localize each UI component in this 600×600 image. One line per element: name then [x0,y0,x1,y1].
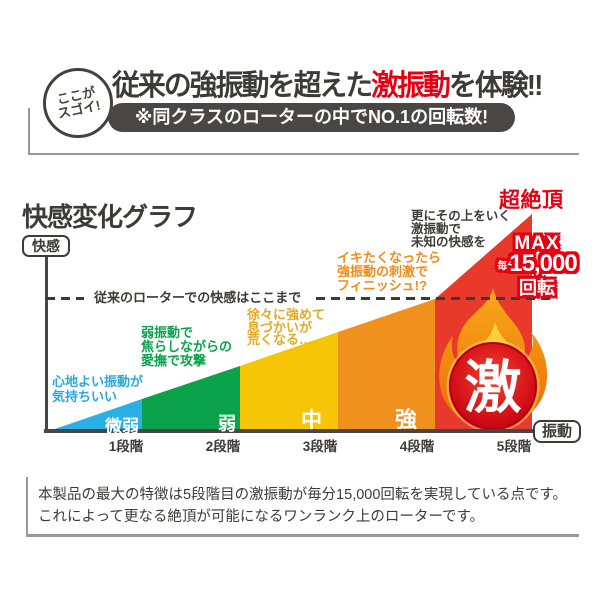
band-label-level1: 微弱 [105,417,139,436]
band-level1 [46,399,142,432]
annotation-level5: 更にその上をいく 激振動で 未知の快感を [411,209,511,249]
band-level4 [338,299,435,432]
stage-area-chart: 激 [46,214,548,433]
max-rotation-badge: MAX 毎分15,000 回転 [492,234,582,298]
x-tick-3: 3段階 [302,439,338,454]
per-minute-label: 毎分 [497,261,518,272]
footer-note: 本製品の最大の特徴は5段階目の激振動が毎分15,000回転を実現している点です。… [38,484,567,528]
header-section-divider [28,108,579,155]
band-label-level2: 弱 [218,414,236,434]
band-level3 [240,332,338,432]
x-tick-2: 2段階 [205,439,241,454]
x-axis-line [44,429,537,433]
x-tick-5: 5段階 [496,439,532,454]
rotation-unit: 回転 [519,278,555,298]
highlight-badge-text: ここが スゴイ! [54,84,102,121]
geki-kanji: 激 [465,356,522,420]
y-axis-line [45,254,48,432]
headline: 従来の強振動を超えた激振動を体験!! [112,62,543,104]
max-word: MAX [514,233,560,254]
highlight-badge: ここが スゴイ! [43,68,113,138]
headline-pre: 従来の強振動を超えた [112,70,373,102]
annotation-level1: 心地よい振動が 気持ちいい [52,374,144,404]
chart-title: 快感変化グラフ [22,202,198,232]
max-value-row: 毎分15,000 [492,250,582,278]
annotation-level3: 徐々に強めて 息づかいが 荒くなる… [247,307,326,347]
footer-line2: これによって更なる絶頂が可能になるワンランク上のローターです。 [38,509,485,525]
headline-emphasis: 激振動 [371,70,451,102]
max-value: 15,000 [509,250,577,277]
footer-line1: 本製品の最大の特徴は5段階目の激振動が毎分15,000回転を実現している点です。 [38,487,568,503]
y-axis-label: 快感 [22,235,70,257]
footer-note-box [26,477,579,537]
headline-post: を体験!! [448,70,543,102]
x-tick-1: 1段階 [108,439,144,454]
band-level2 [142,366,240,432]
annotation-level2: 弱振動で 焦らしながらの 愛撫で攻撃 [141,325,233,368]
annotation-level4: イキたくなったら 強振動の刺激で フィニッシュ!? [337,250,442,293]
threshold-label: 従来のローターでの快感はここまで [84,290,312,306]
x-axis-label: 振動 [533,420,582,443]
x-tick-4: 4段階 [399,439,435,454]
subbanner: ※同クラスのローターの中でNO.1の回転数! [108,103,515,132]
band-label-level4: 強 [395,407,418,432]
band-label-level3: 中 [301,409,322,432]
peak-label: 超絶頂 [499,189,564,212]
